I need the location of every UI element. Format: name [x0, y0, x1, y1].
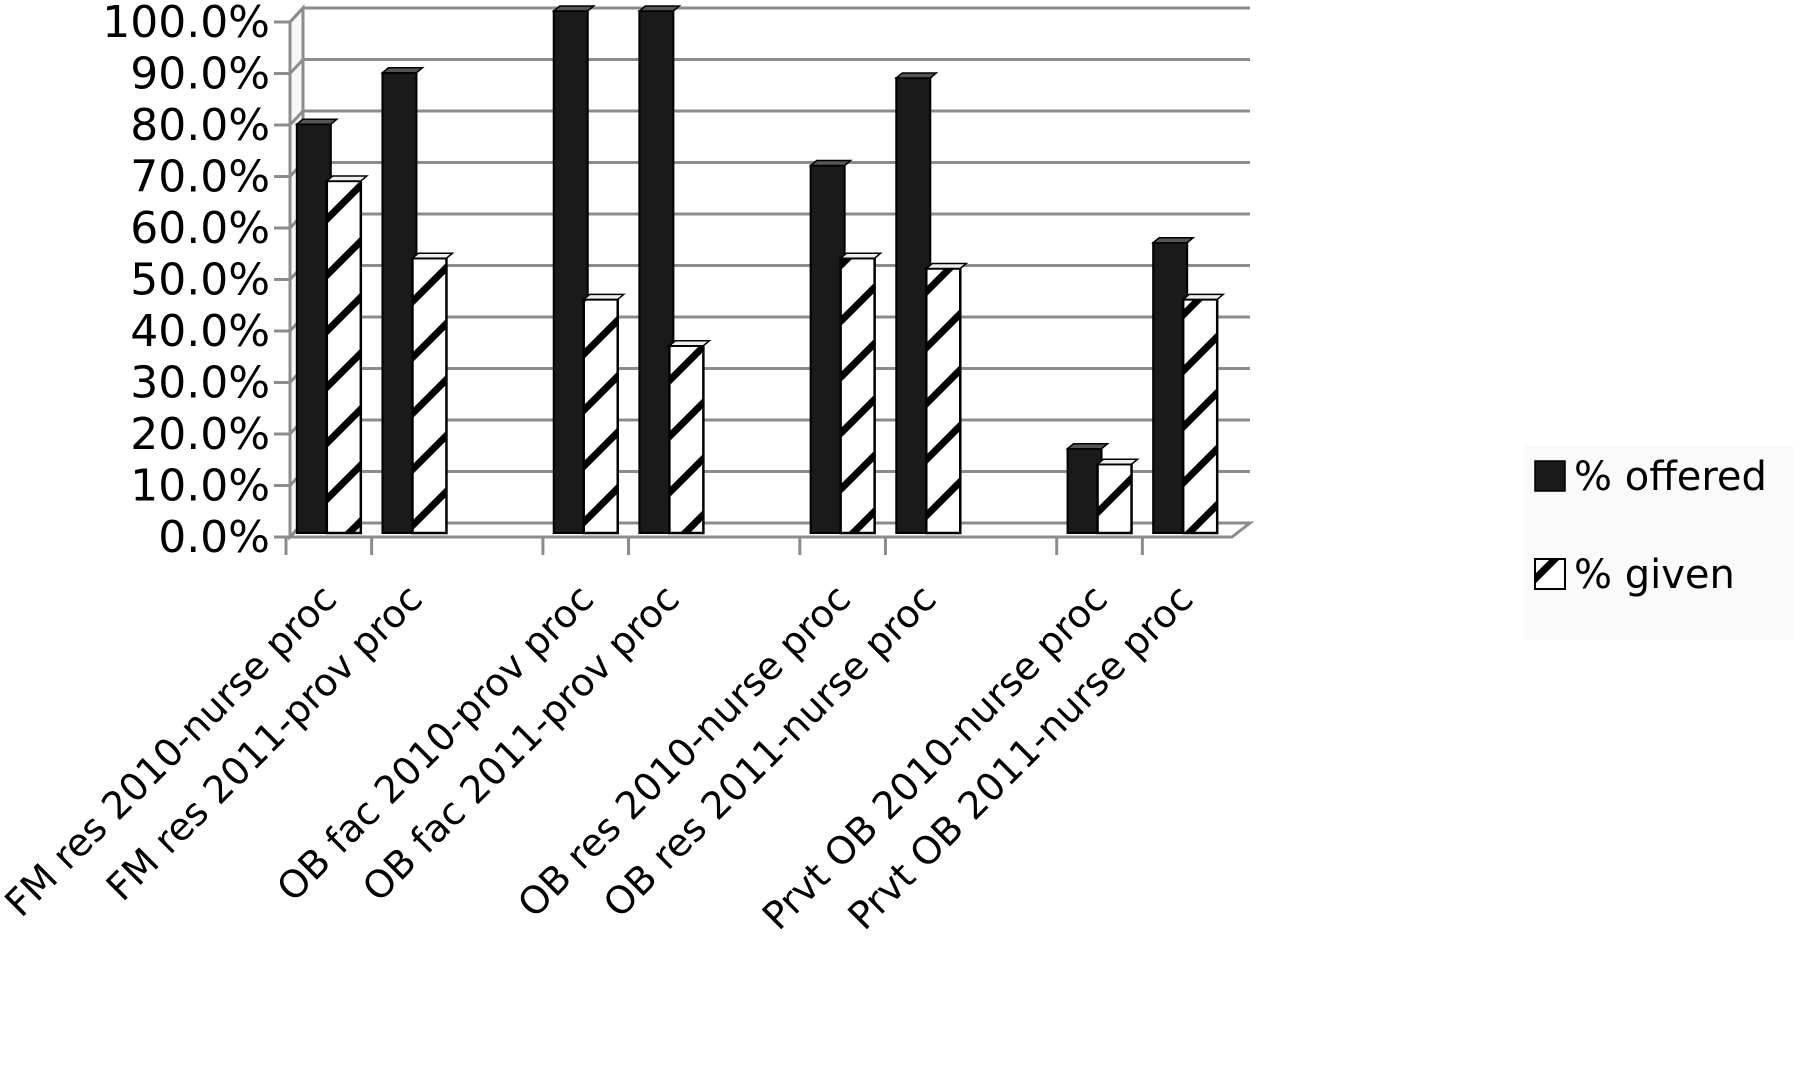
bar-top	[551, 5, 596, 12]
bar-top	[380, 67, 425, 74]
bar	[1151, 237, 1196, 534]
bar	[294, 118, 339, 535]
legend-box	[1524, 445, 1794, 640]
y-tick-label: 80.0%	[130, 100, 270, 151]
bar	[551, 5, 596, 534]
bar-face	[925, 267, 962, 535]
bar-face	[1066, 447, 1103, 534]
bar-top	[1095, 458, 1140, 465]
y-tick-label: 10.0%	[130, 461, 270, 512]
bar-top	[1151, 237, 1196, 244]
y-tick-label: 20.0%	[130, 409, 270, 460]
bar-top	[1065, 443, 1110, 450]
bar	[808, 159, 853, 534]
legend-swatch-offered	[1534, 460, 1566, 492]
bar-top	[294, 118, 339, 126]
bar-face	[1096, 462, 1133, 535]
gridline-depth	[288, 6, 305, 24]
bar-top	[324, 175, 369, 182]
bar	[1181, 293, 1226, 535]
gridlines	[288, 6, 1250, 539]
bar-top	[838, 252, 883, 259]
y-tick-label: 60.0%	[130, 203, 270, 254]
bar-top	[637, 5, 682, 12]
bar-top	[1181, 293, 1226, 301]
bar-face	[325, 179, 363, 535]
bar-top	[808, 159, 853, 167]
y-tick-label: 100.0%	[102, 0, 270, 48]
bar	[1065, 443, 1110, 534]
bar	[581, 293, 626, 535]
bar	[324, 175, 369, 535]
bar	[380, 67, 425, 535]
y-tick-label: 50.0%	[130, 255, 270, 306]
bar	[410, 252, 455, 535]
bar-face	[381, 71, 418, 535]
legend-label: % offered	[1574, 454, 1767, 500]
bar-face	[668, 344, 705, 535]
bar-face	[582, 298, 619, 535]
bar-face	[411, 256, 448, 535]
bar	[924, 262, 969, 535]
bar-face	[638, 10, 675, 534]
bar	[637, 5, 682, 534]
bar-top	[667, 340, 712, 347]
y-tick-label: 70.0%	[130, 152, 270, 203]
bar	[667, 340, 712, 535]
bar-face	[295, 123, 332, 535]
y-tick-label: 90.0%	[130, 49, 270, 100]
bars	[294, 5, 1226, 535]
bar-top	[410, 252, 455, 259]
y-axis: 0.0%10.0%20.0%30.0%40.0%50.0%60.0%70.0%8…	[102, 0, 292, 563]
bar-top	[924, 262, 969, 270]
bar-face	[809, 164, 846, 534]
legend-label: % given	[1574, 552, 1735, 598]
legend: % offered % given	[1524, 445, 1794, 640]
y-tick-label: 40.0%	[130, 306, 270, 357]
gridline-depth	[288, 58, 305, 75]
bar-top	[581, 293, 626, 301]
y-tick-label: 30.0%	[130, 358, 270, 409]
bar-face	[1181, 298, 1219, 535]
bar-top	[894, 72, 939, 79]
bar-face	[839, 256, 876, 535]
y-tick-label: 0.0%	[158, 512, 270, 563]
bar-face	[552, 10, 589, 534]
bar	[1095, 458, 1140, 535]
gridline-depth	[288, 109, 305, 127]
legend-swatch-given	[1534, 558, 1566, 590]
bar	[838, 252, 883, 535]
bar-face	[1152, 241, 1189, 534]
